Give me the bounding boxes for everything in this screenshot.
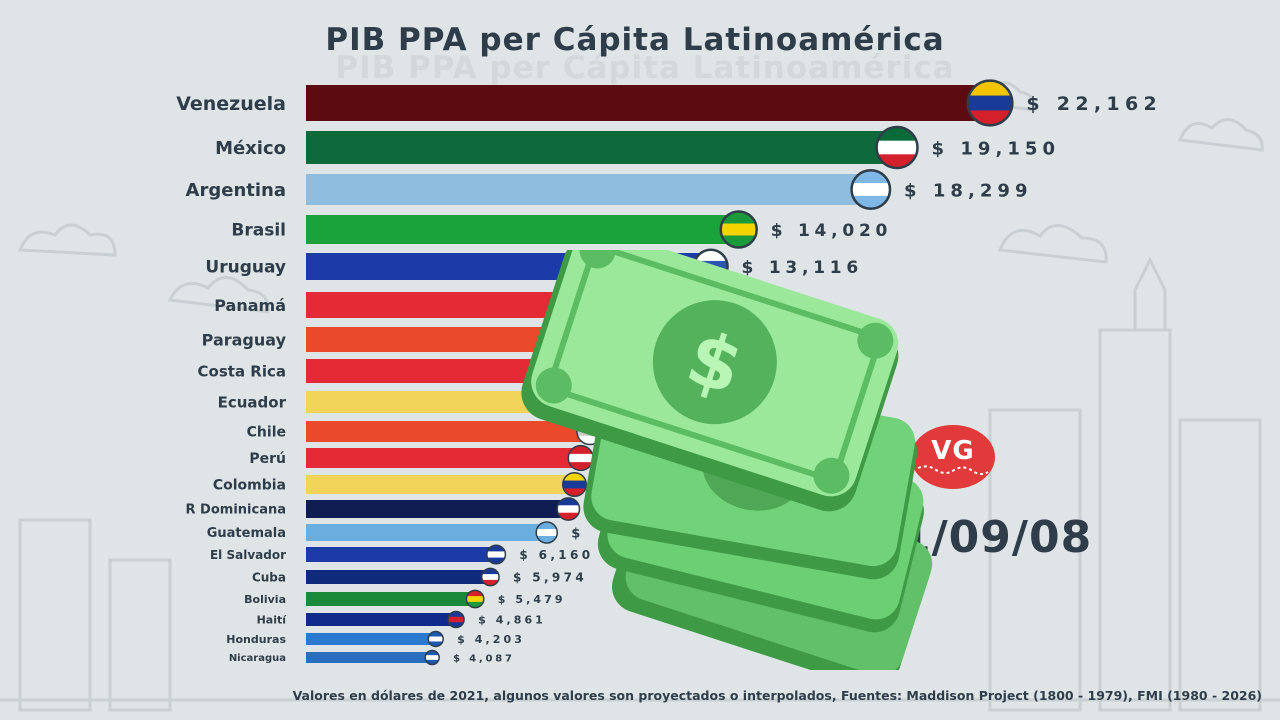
footnote: Valores en dólares de 2021, algunos valo…	[292, 688, 1262, 703]
bar-venezuela	[306, 85, 990, 121]
country-label: El Salvador	[210, 548, 286, 562]
bar-row-peru: Perú	[249, 444, 594, 472]
country-label: Bolivia	[244, 593, 286, 606]
bar-row-mexico: México $ 19,150	[215, 125, 1060, 170]
country-label: Uruguay	[205, 258, 286, 278]
value-label: $ 5,479	[498, 593, 566, 606]
bar-haiti	[306, 613, 457, 626]
value-label: $ 13,116	[742, 258, 863, 278]
flag-icon	[424, 649, 440, 666]
bar-row-honduras: Honduras $ 4,203	[226, 630, 525, 648]
flag-icon	[535, 521, 559, 544]
country-label: México	[215, 138, 286, 159]
bar-row-brasil: Brasil $ 14,020	[231, 210, 892, 249]
bar-row-bolivia: Bolivia $ 5,479	[244, 589, 566, 609]
country-label: Honduras	[226, 633, 286, 646]
bar-row-venezuela: Venezuela $ 22,162	[176, 79, 1162, 127]
bar-row-r-dominicana: R Dominicana	[186, 497, 581, 521]
country-label: Perú	[249, 451, 286, 467]
flag-icon	[486, 544, 507, 565]
bar-row-cuba: Cuba $ 5,974	[252, 567, 587, 587]
country-label: Venezuela	[176, 93, 286, 115]
flag-icon	[719, 210, 758, 249]
country-label: Haití	[257, 613, 288, 626]
flag-icon	[561, 471, 588, 498]
flag-icon	[556, 497, 581, 521]
country-label: Cuba	[252, 570, 286, 584]
country-label: Guatemala	[207, 526, 286, 541]
value-label: $	[571, 526, 584, 541]
flag-icon	[427, 630, 444, 648]
country-label: Panamá	[214, 296, 286, 315]
value-label: $ 4,203	[457, 633, 525, 646]
bar-r-dominicana	[306, 500, 569, 518]
bar-colombia	[306, 475, 575, 494]
value-label: $ 22,162	[1026, 93, 1162, 115]
bar-argentina	[306, 174, 871, 205]
country-label: R Dominicana	[186, 503, 286, 518]
value-label: $ 14,020	[771, 221, 892, 241]
country-label: Paraguay	[202, 330, 287, 349]
bar-mexico	[306, 131, 898, 164]
value-label: $ 4,861	[478, 614, 546, 627]
bar-cuba	[306, 570, 491, 584]
country-label: Ecuador	[218, 393, 287, 411]
country-label: Costa Rica	[198, 362, 286, 380]
bar-el-salvador	[306, 547, 497, 562]
bar-row-haiti: Haití $ 4,861	[257, 610, 546, 629]
bar-guatemala	[306, 524, 547, 541]
flag-icon	[480, 567, 500, 587]
country-label: Brasil	[231, 221, 286, 241]
bar-row-nicaragua: Nicaragua $ 4,087	[229, 649, 515, 666]
bar-row-el-salvador: El Salvador $ 6,160	[210, 544, 593, 565]
country-label: Chile	[247, 425, 286, 441]
value-label: $ 5,974	[513, 571, 587, 585]
value-label: $ 18,299	[904, 180, 1033, 201]
flag-icon	[875, 125, 919, 170]
bar-honduras	[306, 633, 436, 645]
bar-brasil	[306, 215, 739, 244]
flag-icon	[465, 589, 485, 609]
vg-logo-text: VG	[931, 436, 975, 466]
country-label: Nicaragua	[229, 653, 286, 664]
chart-title: PIB PPA per Cápita Latinoamérica	[325, 22, 945, 58]
bar-nicaragua	[306, 652, 433, 663]
title-shadow: PIB PPA per Cápita Latinoamérica	[335, 50, 955, 86]
value-label: $ 4,087	[453, 653, 515, 664]
date-label: 1/09/08	[900, 512, 1093, 563]
bar-chile	[306, 421, 590, 442]
bar-peru	[306, 448, 581, 468]
value-label: $ 19,150	[931, 138, 1060, 159]
flag-icon	[966, 79, 1014, 127]
bar-bolivia	[306, 592, 476, 606]
flag-icon	[850, 169, 892, 210]
bar-row-colombia: Colombia	[213, 471, 588, 498]
country-label: Argentina	[186, 180, 286, 201]
flag-icon	[447, 610, 465, 629]
money-stack-icon: $	[521, 250, 933, 670]
vg-logo-icon	[911, 425, 995, 489]
country-label: Colombia	[213, 478, 286, 494]
bar-row-guatemala: Guatemala $	[207, 521, 584, 544]
bar-row-argentina: Argentina $ 18,299	[186, 169, 1033, 210]
value-label: $ 6,160	[519, 548, 593, 562]
